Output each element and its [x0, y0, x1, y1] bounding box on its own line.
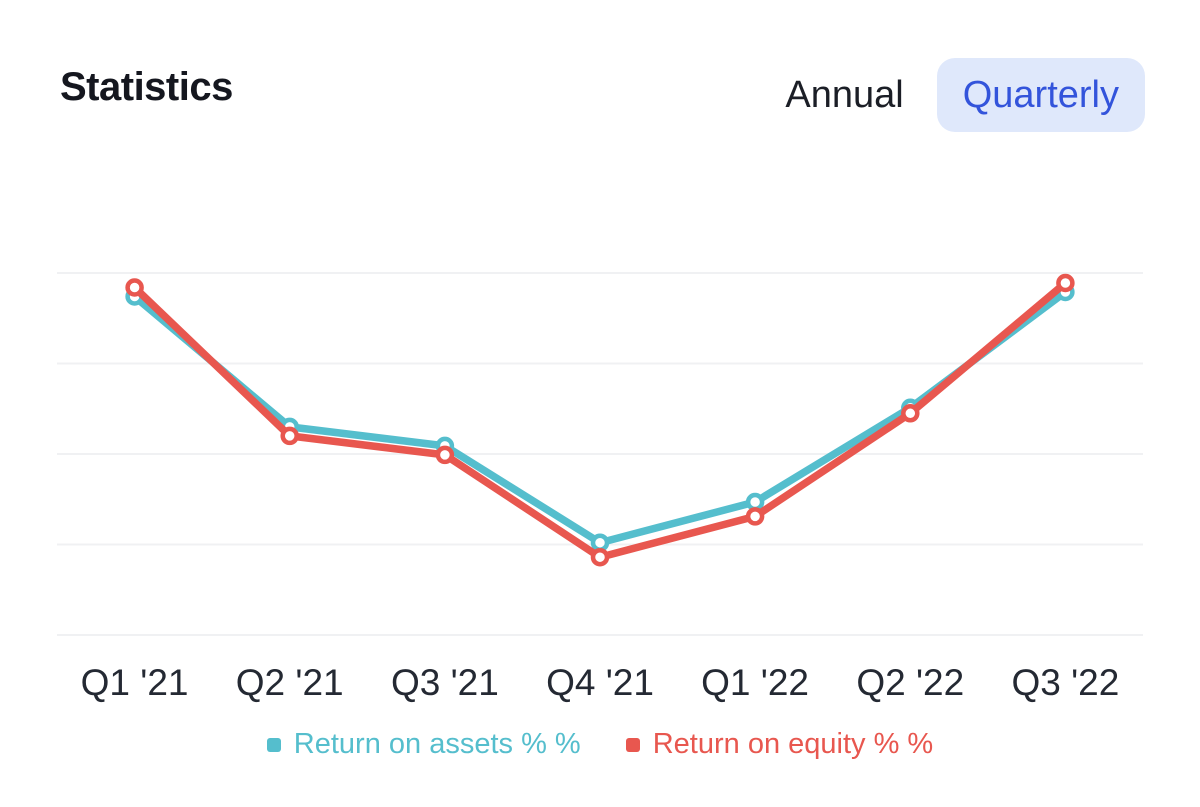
equity-legend-label: Return on equity % %: [652, 728, 934, 760]
assets-legend-label: Return on assets % %: [293, 728, 581, 760]
x-axis-label: Q1 '21: [81, 662, 189, 703]
data-point-marker-return-on-equity[interactable]: [590, 547, 610, 567]
x-axis-label: Q2 '21: [236, 662, 344, 703]
data-point-marker-return-on-assets[interactable]: [590, 533, 610, 552]
data-point-marker-return-on-assets[interactable]: [745, 492, 765, 512]
chart-legend: Return on assets % % Return on equity % …: [0, 728, 1200, 761]
x-axis-label: Q4 '21: [546, 662, 654, 703]
x-axis-label: Q3 '22: [1011, 662, 1119, 703]
x-axis-label: Q1 '22: [701, 662, 809, 703]
page-title: Statistics: [60, 65, 233, 109]
x-axis-label: Q2 '22: [856, 662, 964, 703]
annual-toggle-button[interactable]: Annual: [785, 74, 904, 116]
quarterly-toggle-button[interactable]: Quarterly: [936, 58, 1145, 132]
assets-legend-swatch: [266, 737, 281, 752]
data-point-marker-return-on-equity[interactable]: [745, 507, 765, 526]
data-point-marker-return-on-equity[interactable]: [901, 404, 920, 423]
equity-legend-swatch: [625, 737, 640, 752]
x-axis-label: Q3 '21: [391, 662, 499, 703]
series-line-return-on-equity: [130, 279, 1070, 561]
data-point-marker-return-on-equity[interactable]: [280, 426, 299, 446]
data-point-marker-return-on-equity[interactable]: [435, 445, 455, 465]
statistics-line-chart[interactable]: Q1 '21 Q2 '21 Q3 '21 Q4 '21 Q1 '22 Q2 '22 Q3 '…: [0, 0, 1200, 710]
data-point-marker-return-on-equity[interactable]: [1056, 273, 1075, 293]
legend-item-return-on-assets[interactable]: Return on assets % %: [266, 728, 581, 761]
legend-item-return-on-equity[interactable]: Return on equity % %: [625, 728, 934, 761]
data-point-marker-return-on-equity[interactable]: [125, 278, 144, 297]
period-toggle: Annual Quarterly: [785, 58, 1145, 132]
